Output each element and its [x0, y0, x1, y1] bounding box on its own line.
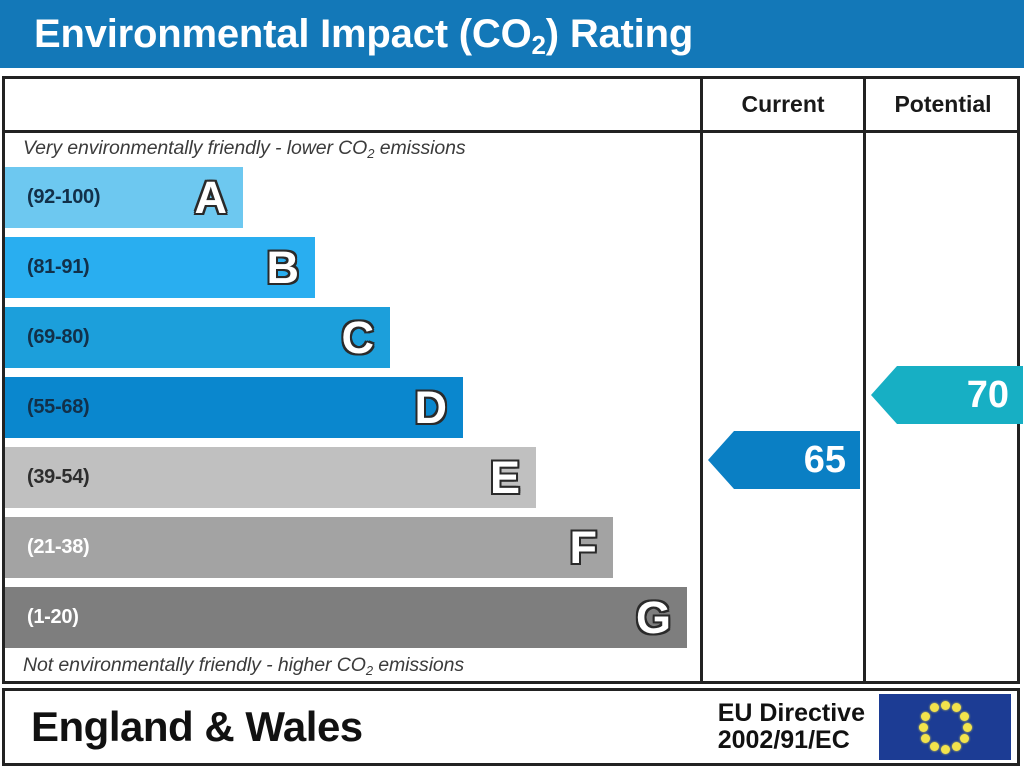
rating-band-g: (1-20) G	[5, 587, 687, 648]
rating-band-b: (81-91) B	[5, 237, 315, 298]
potential-rating-value: 70	[966, 373, 1009, 416]
rating-band-c: (69-80) C	[5, 307, 390, 368]
caption-top-pre: Very environmentally friendly - lower CO	[23, 137, 368, 159]
page-title-subscript: 2	[531, 29, 546, 60]
footer-directive-group: EU Directive 2002/91/EC	[718, 691, 1013, 763]
caption-bottom-post: emissions	[372, 654, 465, 676]
rating-band-f: (21-38) F	[5, 517, 613, 578]
current-rating-arrow: 65	[708, 431, 860, 489]
band-range-label: (92-100)	[27, 186, 101, 208]
column-divider-potential	[863, 79, 866, 681]
eu-flag-star	[929, 703, 939, 713]
eu-flag-star	[929, 741, 939, 751]
header-row-divider	[5, 130, 1017, 133]
band-letter-label: C	[341, 312, 375, 363]
eu-flag-star	[940, 700, 950, 710]
band-letter-label: A	[194, 172, 228, 223]
band-letter-label: F	[569, 522, 598, 573]
eu-flag-star	[940, 744, 950, 754]
eu-flag-star	[951, 741, 961, 751]
caption-top-subscript: 2	[367, 146, 375, 161]
caption-bottom-subscript: 2	[365, 663, 373, 678]
eu-flag-star	[951, 703, 961, 713]
page-title-pre: Environmental Impact (CO	[34, 11, 532, 56]
band-range-label: (39-54)	[27, 466, 90, 488]
column-header-potential: Potential	[894, 91, 992, 117]
chart-footer: England & Wales EU Directive 2002/91/EC	[2, 688, 1020, 766]
page-title-post: ) Rating	[545, 11, 694, 56]
column-header-current: Current	[741, 91, 825, 117]
rating-bands: (92-100) A (81-91) B (69-80) C (55-68) D (39-54)…	[5, 167, 700, 657]
band-chart-area: Very environmentally friendly - lower CO…	[5, 133, 700, 681]
potential-rating-arrow: 70	[871, 366, 1023, 424]
band-letter-label: D	[414, 382, 448, 433]
eu-directive-line1: EU Directive	[717, 698, 865, 727]
rating-table: Current Potential Very environmentally f…	[2, 76, 1023, 684]
caption-top-post: emissions	[374, 137, 466, 159]
band-letter-label: B	[266, 242, 300, 293]
band-letter-label: G	[635, 592, 671, 643]
eu-flag-star	[959, 711, 969, 721]
rating-band-e: (39-54) E	[5, 447, 536, 508]
chart-header-bar: Environmental Impact (CO2) Rating	[0, 0, 1024, 68]
footer-region-label: England & Wales	[31, 703, 363, 750]
eu-flag-star	[959, 733, 969, 743]
column-divider-current	[700, 79, 703, 681]
current-rating-value: 65	[803, 438, 846, 481]
eu-flag-star	[921, 711, 931, 721]
caption-top: Very environmentally friendly - lower CO…	[23, 137, 466, 161]
band-letter-label: E	[489, 452, 520, 503]
caption-bottom-pre: Not environmentally friendly - higher CO	[23, 654, 366, 676]
band-range-label: (1-20)	[27, 606, 79, 628]
band-range-label: (81-91)	[27, 256, 90, 278]
eu-directive-line2: 2002/91/EC	[717, 726, 850, 754]
eu-flag-star	[918, 722, 928, 732]
eu-directive-text: EU Directive 2002/91/EC	[717, 698, 865, 755]
eu-flag-icon	[877, 692, 1013, 762]
eu-flag-star	[921, 733, 931, 743]
band-range-label: (55-68)	[27, 396, 90, 418]
band-range-label: (69-80)	[27, 326, 90, 348]
eu-flag-star	[962, 722, 972, 732]
caption-bottom: Not environmentally friendly - higher CO…	[23, 654, 465, 678]
rating-band-d: (55-68) D	[5, 377, 463, 438]
rating-band-a: (92-100) A	[5, 167, 243, 228]
band-range-label: (21-38)	[27, 536, 90, 558]
page-title: Environmental Impact (CO2) Rating	[34, 11, 694, 60]
